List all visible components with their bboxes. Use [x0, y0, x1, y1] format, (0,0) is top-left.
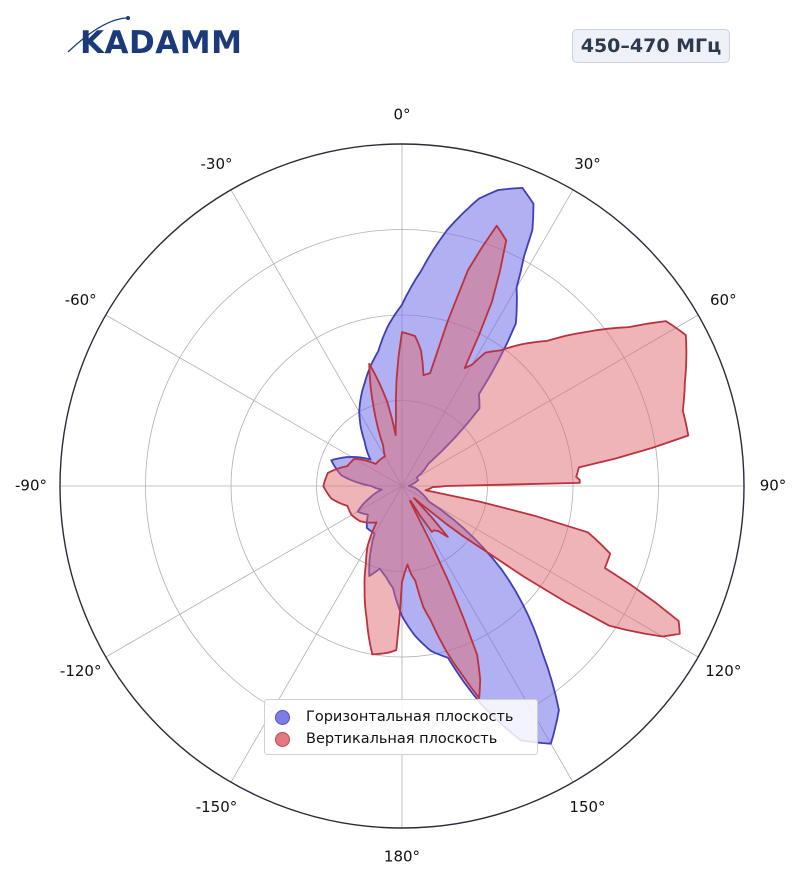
angular-tick-label-3: 90°	[760, 477, 787, 495]
angular-tick-labels: 0° 30° 60° 90° 120° 150° 180° -150° -120° -90° -60…	[15, 106, 786, 866]
angular-tick-label-0: 0°	[393, 106, 410, 124]
legend-swatch-horizontal	[275, 709, 290, 725]
angular-tick-label-9: -90°	[15, 477, 47, 495]
polar-outer-ring	[59, 143, 745, 829]
legend-item-horizontal: Горизонтальная плоскость	[275, 706, 527, 728]
angular-tick-label-5: 150°	[569, 798, 605, 816]
angular-tick-label-6: 180°	[384, 848, 420, 866]
angular-tick-label-2: 60°	[710, 291, 737, 309]
legend-label-horizontal: Горизонтальная плоскость	[306, 709, 514, 725]
series-1-area	[322, 224, 690, 699]
angular-tick-label-10: -60°	[65, 291, 97, 309]
legend-swatch-vertical	[275, 731, 290, 747]
chart-legend: Горизонтальная плоскость Вертикальная пл…	[264, 699, 538, 755]
outer-ring	[59, 143, 745, 829]
angular-tick-label-8: -120°	[60, 662, 102, 680]
logo-dot	[126, 16, 130, 20]
polar-series	[322, 186, 690, 745]
logo-text: KADAMM	[80, 25, 242, 60]
logo-swoosh	[67, 17, 129, 53]
frequency-band-badge: 450–470 МГц	[572, 29, 730, 63]
angular-tick-label-7: -150°	[196, 798, 238, 816]
angular-tick-label-11: -30°	[201, 155, 233, 173]
kadamm-logo: KADAMM	[67, 16, 242, 60]
legend-item-vertical: Вертикальная плоскость	[275, 728, 527, 750]
angular-tick-label-4: 120°	[705, 662, 741, 680]
angular-tick-label-1: 30°	[574, 155, 601, 173]
legend-label-vertical: Вертикальная плоскость	[306, 731, 498, 747]
